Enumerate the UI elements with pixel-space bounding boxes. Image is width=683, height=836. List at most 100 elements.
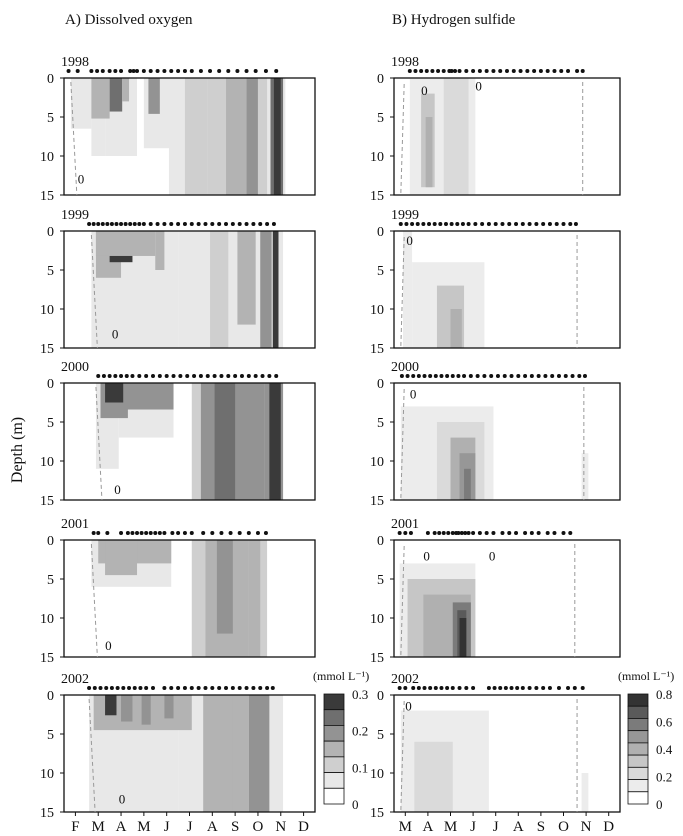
contour-zero-label: 0 [410, 387, 417, 402]
sampling-dot [157, 531, 162, 535]
sampling-dot [130, 531, 135, 535]
sulfide-legend: (mmol L⁻¹) 0 0.2 0.4 0.6 0.8 [618, 669, 674, 812]
sampling-dot [253, 374, 258, 378]
sampling-dot [141, 222, 146, 226]
contour-band [70, 78, 92, 129]
sampling-dot [148, 69, 153, 73]
contour-band [121, 695, 133, 722]
sampling-dot [457, 69, 462, 73]
panel-b-title: B) Hydrogen sulfide [392, 12, 516, 28]
legend-swatch [627, 693, 649, 707]
month-tick-label: N [275, 819, 286, 835]
sampling-dot [192, 374, 197, 378]
y-tick-label: 0 [47, 534, 54, 549]
sampling-dot [464, 69, 469, 73]
sampling-dot [430, 69, 435, 73]
panel-1999: 0 5 10 15 1999 0 [40, 208, 316, 357]
legend-tick-label: 0.2 [656, 770, 672, 785]
sampling-dot [132, 686, 137, 690]
sampling-dot [450, 686, 455, 690]
sampling-dot [210, 222, 215, 226]
contour-zero-label: 0 [423, 548, 430, 563]
panel-frame [393, 230, 621, 349]
contour-band [272, 231, 279, 348]
y-tick-label: 10 [370, 612, 384, 627]
year-label: 2000 [391, 360, 419, 375]
sampling-dot [171, 374, 176, 378]
y-tick-label: 0 [377, 689, 384, 704]
legend-swatch [323, 725, 345, 742]
sampling-dot [415, 222, 420, 226]
panel-frame [393, 539, 621, 658]
legend-tick-label: 0.4 [656, 742, 673, 757]
sampling-dot [484, 69, 489, 73]
sampling-dot [432, 531, 437, 535]
y-tick-label: 15 [370, 806, 384, 821]
sampling-dot [534, 686, 539, 690]
sampling-dot [507, 222, 512, 226]
sampling-dot [441, 531, 446, 535]
sampling-dot [265, 686, 270, 690]
sampling-dot [433, 374, 438, 378]
legend-tick-label: 0.8 [656, 687, 672, 702]
sampling-dot [135, 531, 140, 535]
sampling-dot [547, 222, 552, 226]
legend-swatch [323, 772, 345, 789]
y-tick-label: 10 [40, 612, 54, 627]
sampling-dot [182, 222, 187, 226]
sampling-dot [436, 69, 441, 73]
sampling-dot [518, 69, 523, 73]
month-tick-label: O [558, 819, 569, 835]
sampling-dot [445, 686, 450, 690]
contour-zero-label: 0 [114, 482, 121, 497]
sampling-dot [217, 69, 222, 73]
sampling-dot [123, 222, 128, 226]
sampling-dot [139, 531, 144, 535]
contour-band [91, 78, 110, 119]
zero-contour-line [90, 543, 98, 658]
contour-zero-label: 0 [406, 233, 413, 248]
sampling-dot [561, 222, 566, 226]
year-label: 1999 [391, 208, 419, 223]
sampling-dot [265, 222, 270, 226]
sampling-dot [100, 222, 105, 226]
sampling-dot [176, 222, 181, 226]
sampling-dot [144, 686, 149, 690]
sampling-dot [416, 374, 421, 378]
year-label: 1998 [61, 55, 89, 70]
sampling-dot [523, 531, 528, 535]
sampling-dot [466, 531, 471, 535]
sampling-dot [274, 69, 279, 73]
sampling-dot [462, 374, 467, 378]
sampling-dot [96, 374, 101, 378]
panel-frame [63, 230, 316, 349]
sampling-dot [107, 69, 112, 73]
sampling-dot [178, 374, 183, 378]
legend-swatch [323, 709, 345, 726]
sampling-dot [96, 531, 101, 535]
sampling-dot [491, 531, 496, 535]
panel-1998: 0 5 10 15 1998 0 [40, 55, 316, 204]
sampling-dot [489, 374, 494, 378]
panel-frame [393, 382, 621, 501]
legend-swatch [323, 756, 345, 773]
contour-band [443, 78, 469, 195]
y-tick-label: 15 [40, 342, 54, 357]
sampling-dot [486, 686, 491, 690]
legend-tick-label: 0.6 [656, 715, 673, 730]
sampling-dot [561, 531, 566, 535]
sampling-dot [189, 686, 194, 690]
sampling-dot [446, 531, 451, 535]
legend-tick-label: 0.3 [352, 687, 368, 702]
sampling-dot [498, 686, 503, 690]
sampling-dot [403, 531, 408, 535]
zero-contour-line [400, 545, 405, 658]
sampling-dot [525, 69, 530, 73]
contour-band [581, 773, 589, 812]
sampling-dot [480, 222, 485, 226]
y-tick-label: 0 [377, 377, 384, 392]
zero-contour-line [70, 81, 78, 196]
sampling-dot [121, 686, 126, 690]
sampling-dot [404, 222, 409, 226]
sampling-dot [124, 374, 129, 378]
